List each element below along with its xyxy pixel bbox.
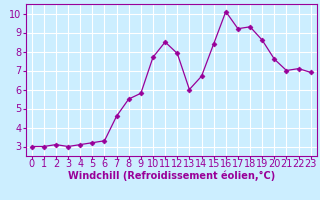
X-axis label: Windchill (Refroidissement éolien,°C): Windchill (Refroidissement éolien,°C) [68, 170, 275, 181]
